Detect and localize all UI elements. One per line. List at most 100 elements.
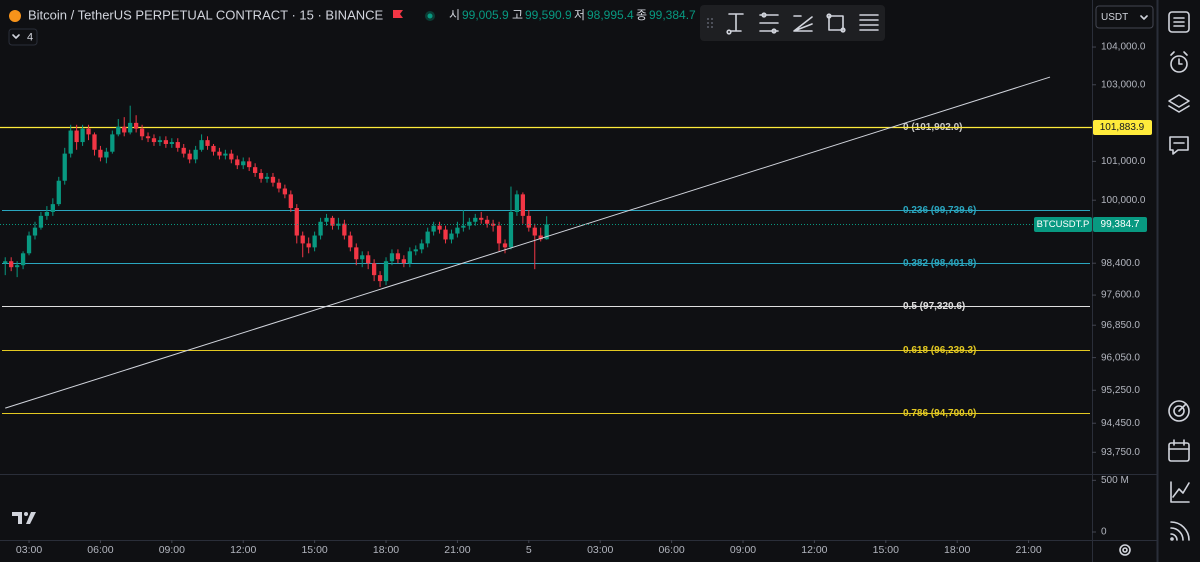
candle-body bbox=[312, 235, 317, 248]
candle-body bbox=[264, 176, 270, 179]
candle-body bbox=[490, 223, 496, 226]
candle-body bbox=[175, 142, 180, 148]
volume-tick-label: 500 M bbox=[1101, 475, 1129, 486]
candle-body bbox=[217, 151, 222, 156]
candle-body bbox=[122, 126, 127, 133]
watchlist-icon[interactable] bbox=[1168, 11, 1190, 33]
candle-body bbox=[294, 208, 299, 236]
candle-body bbox=[139, 128, 145, 137]
target-icon[interactable] bbox=[1168, 400, 1190, 422]
candle-body bbox=[104, 151, 109, 158]
ohlc-value: 99,384.7 bbox=[649, 8, 696, 22]
chart-tool-icon[interactable] bbox=[1170, 481, 1190, 503]
candle-body bbox=[306, 243, 311, 248]
chevron-icon bbox=[1140, 15, 1148, 20]
x-tick-label: 12:00 bbox=[230, 544, 256, 556]
candle-body bbox=[300, 235, 305, 244]
right-sidebar bbox=[1157, 0, 1200, 562]
fib-level-label: 0.618 (96,239.3) bbox=[903, 345, 976, 356]
ohlc-value: 98,995.4 bbox=[587, 8, 634, 22]
candle-body bbox=[163, 140, 169, 144]
candle-body bbox=[425, 231, 430, 244]
currency-label: USDT bbox=[1101, 12, 1128, 23]
signal-icon[interactable] bbox=[1170, 521, 1190, 541]
candle-body bbox=[157, 140, 163, 143]
candle-body bbox=[502, 243, 508, 248]
candle-body bbox=[437, 225, 442, 230]
candle-body bbox=[532, 227, 537, 236]
y-tick-label: 96,850.0 bbox=[1101, 320, 1140, 331]
candle-body bbox=[110, 134, 115, 152]
x-tick-label: 06:00 bbox=[658, 544, 684, 556]
symbol-title[interactable]: Bitcoin / TetherUS PERPETUAL CONTRACT · … bbox=[28, 7, 384, 22]
candle-body bbox=[282, 188, 288, 195]
x-tick-label: 12:00 bbox=[801, 544, 827, 556]
candle-body bbox=[223, 153, 228, 156]
candle-body bbox=[371, 263, 377, 276]
candle-body bbox=[514, 194, 520, 212]
y-tick-label: 97,600.0 bbox=[1101, 290, 1140, 301]
candle-body bbox=[473, 217, 478, 222]
volume-tick-label: 0 bbox=[1101, 527, 1107, 538]
candle-body bbox=[270, 176, 276, 183]
candle-body bbox=[151, 138, 157, 143]
x-tick-label: 21:00 bbox=[444, 544, 470, 556]
toolbar-grip[interactable] bbox=[707, 18, 713, 28]
candle-body bbox=[389, 253, 395, 262]
text-tool-icon[interactable] bbox=[726, 13, 744, 35]
candle-body bbox=[395, 253, 401, 260]
x-tick-label: 15:00 bbox=[301, 544, 327, 556]
symbol-tag-label: BTCUSDT.P bbox=[1037, 219, 1090, 230]
calendar-icon[interactable] bbox=[1168, 439, 1190, 462]
ohlc-value: 99,005.9 bbox=[462, 8, 509, 22]
ohlc-label: 저 bbox=[574, 8, 585, 22]
y-tick-label: 100,000.0 bbox=[1101, 195, 1146, 206]
candle-body bbox=[68, 130, 73, 154]
tradingview-logo[interactable] bbox=[12, 512, 36, 524]
y-tick-label: 95,250.0 bbox=[1101, 385, 1140, 396]
y-tick-label: 94,450.0 bbox=[1101, 418, 1140, 429]
trendline bbox=[5, 76, 1051, 409]
x-tick-label: 21:00 bbox=[1015, 544, 1041, 556]
axis-settings-icon[interactable] bbox=[1119, 544, 1131, 556]
candle-body bbox=[128, 122, 133, 133]
ohlc-value: 99,590.9 bbox=[525, 8, 572, 22]
chat-icon[interactable] bbox=[1169, 136, 1189, 155]
currency-selector[interactable] bbox=[1095, 5, 1154, 29]
candle-body bbox=[98, 149, 103, 158]
candle-body bbox=[116, 126, 121, 135]
candle-body bbox=[26, 235, 32, 254]
candle-body bbox=[449, 233, 454, 240]
candle-body bbox=[62, 153, 67, 181]
fib-levels-icon[interactable] bbox=[759, 12, 779, 34]
candle-body bbox=[258, 172, 264, 179]
y-tick-label: 104,000.0 bbox=[1101, 42, 1146, 53]
candle-body bbox=[32, 227, 38, 236]
candle-body bbox=[133, 122, 139, 129]
x-tick-label: 5 bbox=[526, 544, 532, 556]
candle-body bbox=[461, 225, 466, 228]
candle-body bbox=[443, 229, 448, 240]
x-tick-label: 09:00 bbox=[159, 544, 185, 556]
candle-body bbox=[383, 261, 389, 282]
fib-fan-icon[interactable] bbox=[793, 15, 813, 32]
layers-icon[interactable] bbox=[1168, 94, 1190, 113]
candle-body bbox=[354, 247, 359, 260]
flag-icon[interactable] bbox=[393, 10, 403, 18]
alarm-icon[interactable] bbox=[1170, 51, 1188, 73]
candle-body bbox=[407, 251, 412, 264]
price-tag-label: 99,384.7 bbox=[1101, 219, 1140, 230]
ohlc-label: 종 bbox=[636, 8, 647, 22]
rectangle-tool-icon[interactable] bbox=[826, 13, 846, 33]
settings-lines-icon[interactable] bbox=[859, 14, 879, 31]
candle-body bbox=[181, 147, 186, 154]
symbol-logo[interactable] bbox=[9, 10, 21, 22]
ohlc-label: 고 bbox=[512, 8, 523, 22]
x-tick-label: 03:00 bbox=[16, 544, 42, 556]
ohlc-label: 시 bbox=[449, 8, 460, 22]
indicators-toggle[interactable] bbox=[8, 28, 38, 46]
candle-body bbox=[145, 136, 151, 139]
y-tick-label: 96,050.0 bbox=[1101, 352, 1140, 363]
